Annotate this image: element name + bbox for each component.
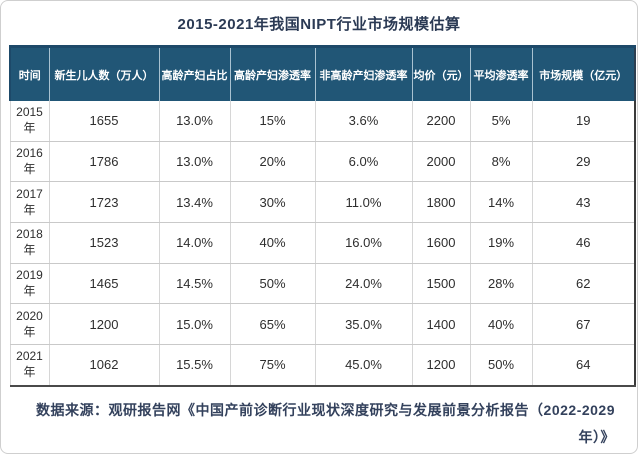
value-cell: 1200 [412,344,471,387]
value-cell: 75% [230,344,316,387]
value-cell: 15.0% [159,303,231,346]
value-cell: 14% [470,181,533,224]
value-cell: 11.0% [315,181,413,224]
value-cell: 40% [470,303,533,346]
column-header: 非高龄产妇渗透率 [315,45,413,101]
value-cell: 24.0% [315,263,413,305]
value-cell: 13.0% [159,101,231,142]
value-cell: 50% [230,263,316,305]
nipt-market-table: 时间 新生儿人数（万人） 高龄产妇占比 高龄产妇渗透率 非高龄产妇渗透率 均价（元） 平均渗… [9,45,636,387]
column-header: 高龄产妇占比 [159,45,231,101]
value-cell: 35.0% [315,303,413,346]
value-cell: 1200 [49,303,160,346]
value-cell: 6.0% [315,141,413,183]
value-cell: 19 [532,101,636,142]
value-cell: 20% [230,141,316,183]
value-cell: 28% [470,263,533,305]
value-cell: 19% [470,222,533,264]
value-cell: 5% [470,101,533,142]
year-cell: 2016年 [9,141,50,183]
value-cell: 1600 [412,222,471,264]
value-cell: 1786 [49,141,160,183]
header-row: 时间 新生儿人数（万人） 高龄产妇占比 高龄产妇渗透率 非高龄产妇渗透率 均价（元） 平均渗… [9,45,636,101]
column-header: 时间 [9,45,50,101]
value-cell: 43 [532,181,636,224]
value-cell: 3.6% [315,101,413,142]
value-cell: 40% [230,222,316,264]
column-header: 均价（元） [412,45,471,101]
value-cell: 62 [532,263,636,305]
table-row: 2015年 1655 13.0% 15% 3.6% 2200 5% 19 [9,101,636,142]
value-cell: 1523 [49,222,160,264]
data-source: 数据来源：观研报告网《中国产前诊断行业现状深度研究与发展前景分析报告（2022-… [36,402,615,445]
column-header: 市场规模（亿元） [532,45,636,101]
value-cell: 50% [470,344,533,387]
table-body: 2015年 1655 13.0% 15% 3.6% 2200 5% 19 2016年 1786 13… [9,101,636,387]
table-row: 2021年 1062 15.5% 75% 45.0% 1200 50% 64 [9,344,636,387]
value-cell: 13.4% [159,181,231,224]
value-cell: 1800 [412,181,471,224]
column-header: 高龄产妇渗透率 [230,45,316,101]
value-cell: 29 [532,141,636,183]
value-cell: 30% [230,181,316,224]
year-cell: 2021年 [9,344,50,387]
value-cell: 64 [532,344,636,387]
value-cell: 1465 [49,263,160,305]
value-cell: 16.0% [315,222,413,264]
value-cell: 1723 [49,181,160,224]
year-cell: 2019年 [9,263,50,305]
value-cell: 65% [230,303,316,346]
value-cell: 2200 [412,101,471,142]
table-row: 2018年 1523 14.0% 40% 16.0% 1600 19% 46 [9,222,636,264]
table-row: 2020年 1200 15.0% 65% 35.0% 1400 40% 67 [9,303,636,346]
value-cell: 14.0% [159,222,231,264]
value-cell: 1400 [412,303,471,346]
year-cell: 2018年 [9,222,50,264]
year-cell: 2020年 [9,303,50,346]
value-cell: 8% [470,141,533,183]
table-row: 2016年 1786 13.0% 20% 6.0% 2000 8% 29 [9,141,636,183]
year-cell: 2015年 [9,101,50,142]
table-row: 2019年 1465 14.5% 50% 24.0% 1500 28% 62 [9,263,636,305]
column-header: 平均渗透率 [470,45,533,101]
column-header: 新生儿人数（万人） [49,45,160,101]
value-cell: 1655 [49,101,160,142]
value-cell: 1062 [49,344,160,387]
year-cell: 2017年 [9,181,50,224]
value-cell: 15.5% [159,344,231,387]
value-cell: 2000 [412,141,471,183]
value-cell: 15% [230,101,316,142]
figure-title: 2015-2021年我国NIPT行业市场规模估算 [177,16,461,33]
value-cell: 67 [532,303,636,346]
value-cell: 13.0% [159,141,231,183]
value-cell: 45.0% [315,344,413,387]
table-row: 2017年 1723 13.4% 30% 11.0% 1800 14% 43 [9,181,636,224]
value-cell: 46 [532,222,636,264]
value-cell: 1500 [412,263,471,305]
value-cell: 14.5% [159,263,231,305]
